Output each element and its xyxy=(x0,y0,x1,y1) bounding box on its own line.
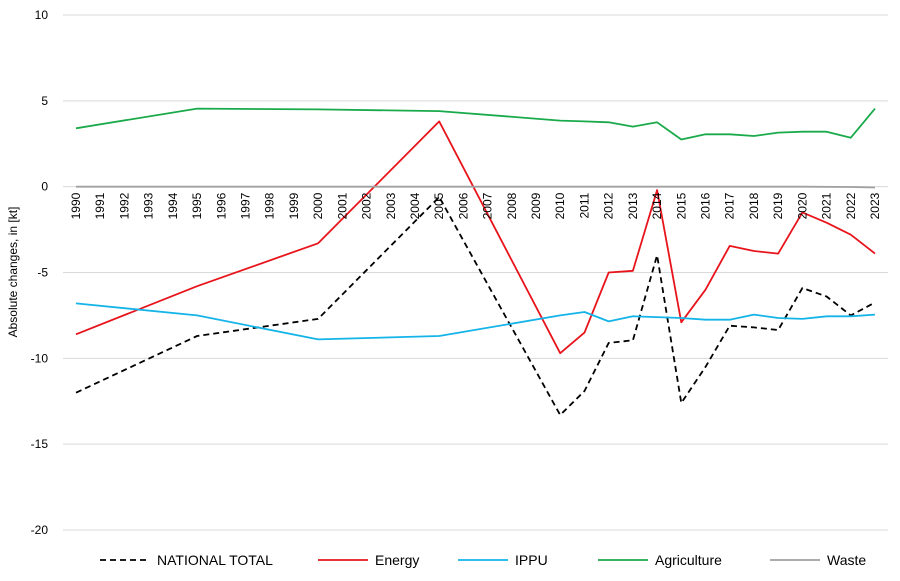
x-tick-label: 1993 xyxy=(142,192,156,219)
x-tick-label: 2020 xyxy=(795,192,809,219)
legend-label: Waste xyxy=(827,552,866,568)
x-tick-label: 2021 xyxy=(820,192,834,219)
x-tick-label: 2005 xyxy=(432,192,446,219)
y-axis-label: Absolute changes, in [kt] xyxy=(6,207,20,338)
x-tick-label: 2003 xyxy=(384,192,398,219)
x-tick-label: 2002 xyxy=(360,192,374,219)
series-lines xyxy=(75,107,876,416)
x-tick-label: 2017 xyxy=(723,192,737,219)
x-tick-label: 1994 xyxy=(166,192,180,219)
x-tick-label: 2009 xyxy=(529,192,543,219)
x-tick-label: 2013 xyxy=(626,192,640,219)
y-tick-label: 10 xyxy=(35,8,49,22)
x-tick-label: 1996 xyxy=(214,192,228,219)
x-tick-label: 2015 xyxy=(674,192,688,219)
x-tick-label: 2014 xyxy=(650,192,664,219)
series-line-waste xyxy=(76,185,876,189)
x-tick-label: 1990 xyxy=(69,192,83,219)
x-tick-label: 2018 xyxy=(747,192,761,219)
gridlines xyxy=(63,14,888,531)
x-tick-label: 2007 xyxy=(481,192,495,219)
x-tick-label: 2006 xyxy=(456,192,470,219)
series-line-ippu xyxy=(75,302,876,341)
x-tick-label: 2001 xyxy=(335,192,349,219)
x-tick-label: 2008 xyxy=(505,192,519,219)
y-tick-label: -5 xyxy=(37,266,48,280)
x-tick-label: 1998 xyxy=(263,192,277,219)
series-line-agriculture xyxy=(75,107,876,141)
x-tick-label: 1992 xyxy=(117,192,131,219)
x-tick-label: 2019 xyxy=(771,192,785,219)
y-tick-label: -10 xyxy=(31,351,49,365)
legend-label: Energy xyxy=(375,552,419,568)
series-line-energy xyxy=(75,120,876,355)
y-tick-label: -20 xyxy=(31,523,49,537)
x-tick-label: 1995 xyxy=(190,192,204,219)
x-tick-labels: 1990 1991 1992 1993 1994 1995 1996 1997 1998 1999… xyxy=(69,192,882,219)
x-tick-label: 1999 xyxy=(287,192,301,219)
x-tick-label: 2004 xyxy=(408,192,422,219)
x-tick-label: 2023 xyxy=(868,192,882,219)
y-tick-label: 0 xyxy=(41,180,48,194)
x-tick-label: 2000 xyxy=(311,192,325,219)
x-tick-label: 2011 xyxy=(578,192,592,218)
x-tick-label: 1991 xyxy=(93,192,107,219)
legend-label: Agriculture xyxy=(655,552,722,568)
legend-label: NATIONAL TOTAL xyxy=(157,552,273,568)
x-tick-label: 2016 xyxy=(699,192,713,219)
y-tick-label: -15 xyxy=(31,437,49,451)
y-tick-labels: 10 5 0 -5 -10 -15 -20 xyxy=(31,8,49,537)
y-tick-label: 5 xyxy=(41,94,48,108)
series-line-national-total xyxy=(75,196,876,416)
x-tick-label: 2012 xyxy=(602,192,616,219)
x-tick-label: 2022 xyxy=(844,192,858,219)
x-tick-label: 2010 xyxy=(553,192,567,219)
legend: NATIONAL TOTAL Energy IPPU Agriculture Waste xyxy=(100,552,866,568)
legend-label: IPPU xyxy=(515,552,548,568)
x-tick-label: 1997 xyxy=(239,192,253,219)
